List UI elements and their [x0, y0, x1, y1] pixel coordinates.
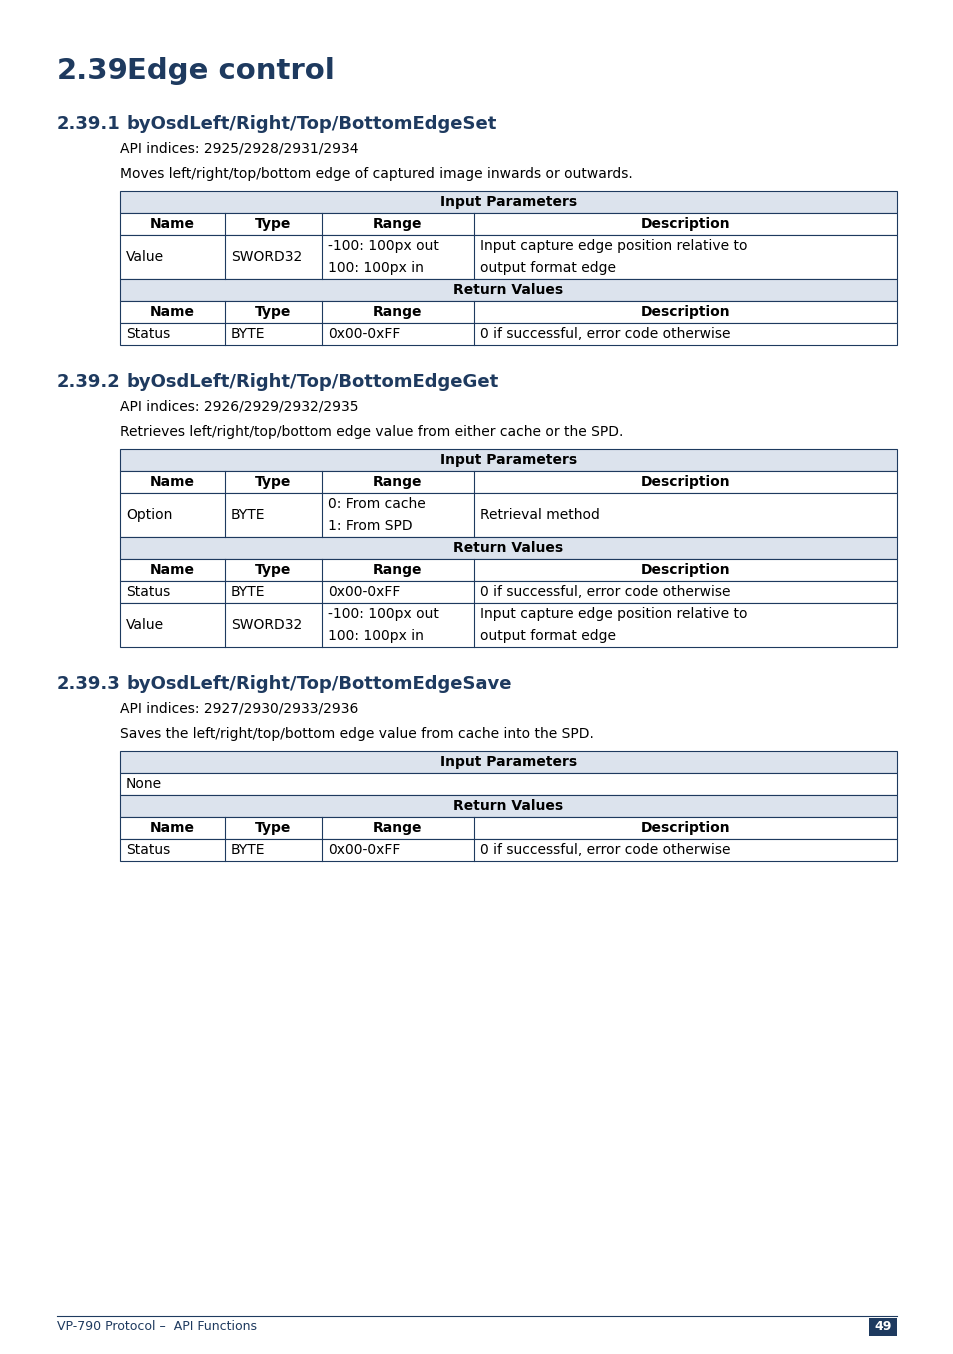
Text: 0: From cache: 0: From cache [328, 497, 425, 510]
Text: 2.39.2: 2.39.2 [57, 372, 121, 391]
Text: Name: Name [150, 563, 194, 577]
Bar [120, 603, 896, 647]
Text: Range: Range [373, 563, 422, 577]
Bar [120, 559, 896, 581]
Text: BYTE: BYTE [231, 844, 265, 857]
Bar [120, 773, 896, 795]
Text: Return Values: Return Values [453, 283, 563, 297]
Text: Value: Value [126, 250, 164, 264]
Text: byOsdLeft/Right/Top/BottomEdgeSave: byOsdLeft/Right/Top/BottomEdgeSave [127, 676, 512, 693]
Text: byOsdLeft/Right/Top/BottomEdgeSet: byOsdLeft/Right/Top/BottomEdgeSet [127, 115, 497, 133]
Text: 0x00-0xFF: 0x00-0xFF [328, 585, 400, 598]
Text: Description: Description [639, 563, 729, 577]
Bar [120, 839, 896, 861]
Bar [120, 213, 896, 236]
Text: 0x00-0xFF: 0x00-0xFF [328, 328, 400, 341]
Text: output format edge: output format edge [479, 630, 615, 643]
Text: Description: Description [639, 821, 729, 835]
Text: Edge control: Edge control [127, 57, 335, 85]
Text: Range: Range [373, 217, 422, 232]
Text: BYTE: BYTE [231, 585, 265, 598]
Text: -100: 100px out: -100: 100px out [328, 240, 438, 253]
Text: Input Parameters: Input Parameters [439, 454, 577, 467]
Text: Range: Range [373, 305, 422, 320]
Text: 2.39: 2.39 [57, 57, 129, 85]
Bar [120, 301, 896, 324]
Bar [120, 795, 896, 816]
Text: Status: Status [126, 328, 170, 341]
Bar [120, 324, 896, 345]
Text: API indices: 2927/2930/2933/2936: API indices: 2927/2930/2933/2936 [120, 701, 358, 715]
Text: None: None [126, 777, 162, 791]
Text: Retrieval method: Retrieval method [479, 508, 598, 523]
Text: Description: Description [639, 475, 729, 489]
Text: Type: Type [255, 305, 292, 320]
Text: Name: Name [150, 821, 194, 835]
Text: 1: From SPD: 1: From SPD [328, 519, 413, 533]
Text: Name: Name [150, 475, 194, 489]
Text: Retrieves left/right/top/bottom edge value from either cache or the SPD.: Retrieves left/right/top/bottom edge val… [120, 425, 622, 439]
Text: 0 if successful, error code otherwise: 0 if successful, error code otherwise [479, 328, 729, 341]
Text: Saves the left/right/top/bottom edge value from cache into the SPD.: Saves the left/right/top/bottom edge val… [120, 727, 594, 741]
Text: Input Parameters: Input Parameters [439, 195, 577, 209]
Bar [120, 471, 896, 493]
Bar [120, 450, 896, 471]
Text: Option: Option [126, 508, 172, 523]
Bar [868, 1317, 896, 1336]
Text: Range: Range [373, 821, 422, 835]
Bar [120, 751, 896, 773]
Bar [120, 581, 896, 603]
Text: Return Values: Return Values [453, 799, 563, 812]
Bar [120, 279, 896, 301]
Text: API indices: 2925/2928/2931/2934: API indices: 2925/2928/2931/2934 [120, 141, 358, 154]
Text: Input capture edge position relative to: Input capture edge position relative to [479, 607, 746, 621]
Text: 0x00-0xFF: 0x00-0xFF [328, 844, 400, 857]
Text: Type: Type [255, 475, 292, 489]
Text: 2.39.1: 2.39.1 [57, 115, 121, 133]
Text: Name: Name [150, 305, 194, 320]
Bar [120, 236, 896, 279]
Text: 100: 100px in: 100: 100px in [328, 261, 423, 275]
Text: Description: Description [639, 305, 729, 320]
Text: Status: Status [126, 844, 170, 857]
Text: byOsdLeft/Right/Top/BottomEdgeGet: byOsdLeft/Right/Top/BottomEdgeGet [127, 372, 498, 391]
Text: API indices: 2926/2929/2932/2935: API indices: 2926/2929/2932/2935 [120, 399, 358, 413]
Text: Type: Type [255, 563, 292, 577]
Text: Moves left/right/top/bottom edge of captured image inwards or outwards.: Moves left/right/top/bottom edge of capt… [120, 167, 632, 181]
Text: SWORD32: SWORD32 [231, 250, 302, 264]
Text: Range: Range [373, 475, 422, 489]
Text: output format edge: output format edge [479, 261, 615, 275]
Text: VP-790 Protocol –  API Functions: VP-790 Protocol – API Functions [57, 1320, 256, 1332]
Text: Type: Type [255, 821, 292, 835]
Text: 100: 100px in: 100: 100px in [328, 630, 423, 643]
Text: Input capture edge position relative to: Input capture edge position relative to [479, 240, 746, 253]
Text: Value: Value [126, 617, 164, 632]
Text: -100: 100px out: -100: 100px out [328, 607, 438, 621]
Text: Status: Status [126, 585, 170, 598]
Text: Description: Description [639, 217, 729, 232]
Text: 2.39.3: 2.39.3 [57, 676, 121, 693]
Text: Return Values: Return Values [453, 542, 563, 555]
Text: 0 if successful, error code otherwise: 0 if successful, error code otherwise [479, 585, 729, 598]
Bar [120, 191, 896, 213]
Text: BYTE: BYTE [231, 508, 265, 523]
Text: 49: 49 [873, 1320, 891, 1334]
Text: 0 if successful, error code otherwise: 0 if successful, error code otherwise [479, 844, 729, 857]
Bar [120, 493, 896, 538]
Text: Type: Type [255, 217, 292, 232]
Text: SWORD32: SWORD32 [231, 617, 302, 632]
Bar [120, 538, 896, 559]
Text: Input Parameters: Input Parameters [439, 756, 577, 769]
Text: Name: Name [150, 217, 194, 232]
Bar [120, 816, 896, 839]
Text: BYTE: BYTE [231, 328, 265, 341]
